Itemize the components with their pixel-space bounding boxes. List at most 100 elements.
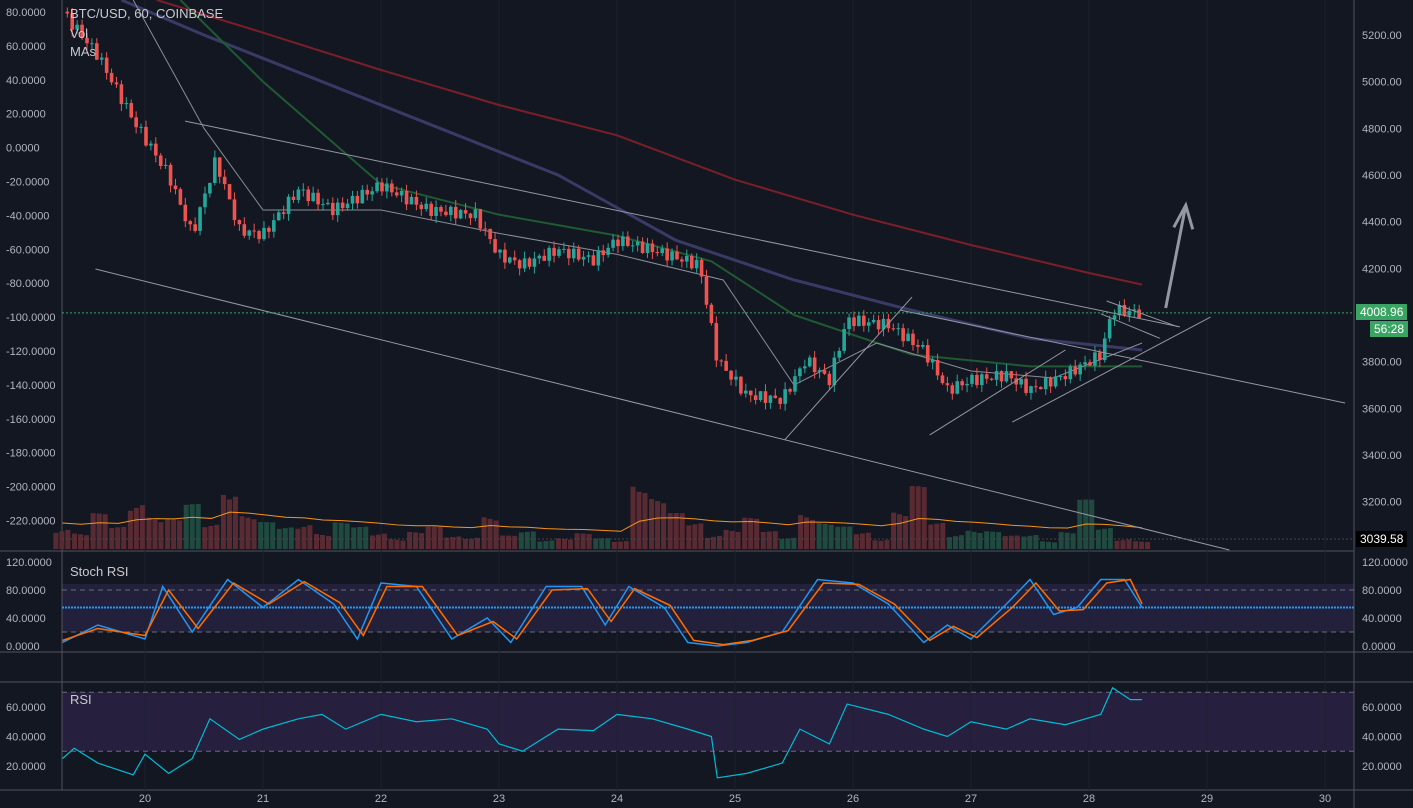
price-tick-label: 5200.00 [1362,30,1402,42]
candle-body [522,258,527,269]
left-tick-label: -120.0000 [6,346,56,358]
candle-body [517,260,522,269]
arrow-head-icon [1172,201,1195,230]
candle-body [1009,371,1014,379]
candle-body [571,248,576,259]
candle-body [719,360,724,362]
volume-bar [518,532,524,549]
mas-legend[interactable]: MAs [70,44,96,59]
volume-bar [903,516,909,549]
candle-body [576,248,581,260]
volume-bar [990,531,996,549]
candle-body [975,374,979,386]
volume-bar [891,512,897,549]
candle-body [158,155,163,166]
x-tick-label: 24 [611,793,623,805]
volume-bar [766,531,772,549]
volume-bar [605,538,611,549]
candle-body [385,183,389,192]
volume-bar [785,538,791,549]
price-tick-label: 3200.00 [1362,497,1402,509]
volume-bar [245,517,251,549]
volume-bar [686,525,692,549]
candle-body [611,239,615,248]
volume-bar [636,491,642,549]
candle-body [1127,310,1132,316]
volume-bar [698,523,704,549]
candle-body [311,192,315,202]
candle-body [1029,386,1033,393]
stoch-rsi-legend[interactable]: Stoch RSI [70,564,129,579]
volume-bar [506,535,512,549]
candle-body [237,220,242,225]
candle-body [65,11,70,14]
volume-bar [158,522,164,549]
candle-body [286,196,291,214]
volume-bar [897,514,903,549]
candle-body [680,259,684,262]
candle-body [463,210,468,214]
candle-body [139,126,143,128]
volume-bar [1033,535,1039,549]
candle-body [739,376,743,394]
candle-body [203,193,207,208]
volume-bar [133,507,139,549]
rsi-legend[interactable]: RSI [70,692,92,707]
volume-bar [642,493,648,549]
volume-bar [593,538,599,549]
candle-body [552,247,556,256]
volume-bar [195,504,201,549]
candle-body [817,370,822,373]
volume-bar [363,526,369,549]
volume-bar [72,533,78,549]
volume-bar [971,531,977,549]
volume-bar [1046,541,1052,549]
volume-bar [232,496,238,549]
bar-countdown-tag: 56:28 [1370,321,1409,337]
candle-body [1053,376,1058,387]
volume-bar [549,540,555,549]
candle-body [980,374,984,386]
volume-bar [586,534,592,549]
candle-body [399,190,404,196]
candle-body [449,206,453,216]
candle-body [660,248,665,254]
volume-bar [748,518,754,549]
volume-bar [630,486,636,549]
candle-body [335,202,340,216]
candle-body [168,164,173,186]
candle-body [198,207,202,231]
left-tick-label: 60.0000 [6,41,46,53]
left-tick-label: 0.0000 [6,143,40,155]
candle-body [1024,378,1028,393]
candle-body [217,157,222,177]
candle-body [444,211,448,216]
volume-bar [102,514,108,549]
volume-bar [413,532,419,549]
candle-body [257,231,261,240]
candle-body [768,395,773,403]
candle-body [1088,362,1092,366]
symbol-legend[interactable]: BTC/USD, 60, COINBASE [70,6,224,21]
candle-body [316,192,320,205]
candle-body [606,247,610,255]
candle-body [340,202,345,209]
candle-body [242,224,247,236]
volume-bar [958,535,964,549]
candle-body [699,259,704,277]
left-tick-label: -40.0000 [6,210,49,222]
candle-body [921,345,925,347]
candle-body [124,103,129,105]
volume-bar [1126,539,1132,549]
candle-body [493,239,497,253]
volume-bar [804,517,810,549]
candle-body [390,183,394,193]
volume-bar [84,535,90,549]
candle-body [1063,376,1068,380]
candle-body [999,371,1004,382]
volume-bar [338,522,344,549]
volume-legend[interactable]: Vol [70,26,89,41]
candle-body [1014,378,1019,385]
candle-body [527,258,532,267]
